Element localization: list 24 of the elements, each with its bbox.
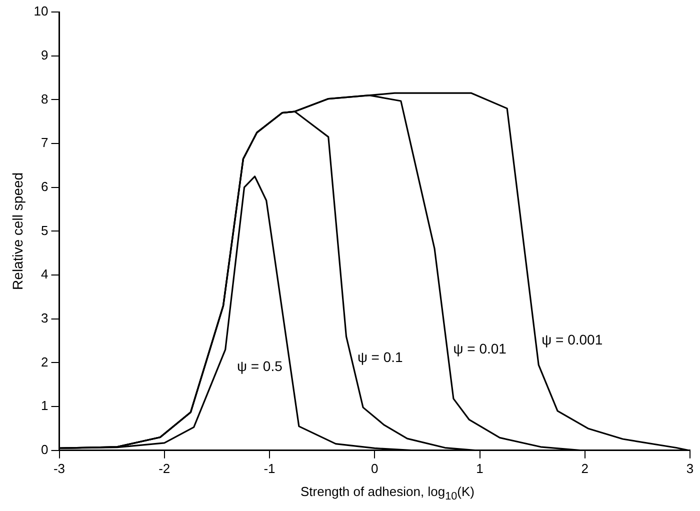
x-tick-label: 3: [686, 460, 694, 476]
y-tick-label: 5: [41, 222, 48, 238]
x-tick-label: -3: [53, 460, 66, 476]
y-tick-label: 6: [41, 178, 48, 194]
x-tick-label: -1: [264, 460, 276, 476]
x-axis-title: Strength of adhesion, log$_{10}$(K): [300, 484, 476, 503]
y-tick-label: 3: [41, 310, 48, 326]
y-tick-label: 10: [34, 4, 48, 19]
series-label: ψ = 0.001: [542, 332, 603, 348]
series-label: ψ = 0.1: [357, 349, 404, 366]
series-label: ψ = 0.01: [453, 340, 507, 356]
y-axis-title: Relative cell speed: [9, 172, 26, 290]
x-tick-label: 1: [476, 460, 484, 476]
y-tick-label: 4: [41, 266, 48, 282]
x-tick-label: 2: [581, 460, 588, 476]
y-tick-label: 9: [41, 47, 48, 62]
x-tick-label: 0: [371, 460, 378, 476]
y-tick-label: 2: [41, 354, 48, 370]
x-tick-label: -2: [158, 460, 170, 476]
y-tick-label: 1: [41, 398, 48, 414]
series-label: ψ = 0.5: [236, 358, 283, 374]
y-tick-label: 7: [41, 135, 48, 150]
y-tick-label: 8: [41, 91, 48, 106]
y-tick-label: 0: [41, 442, 48, 457]
